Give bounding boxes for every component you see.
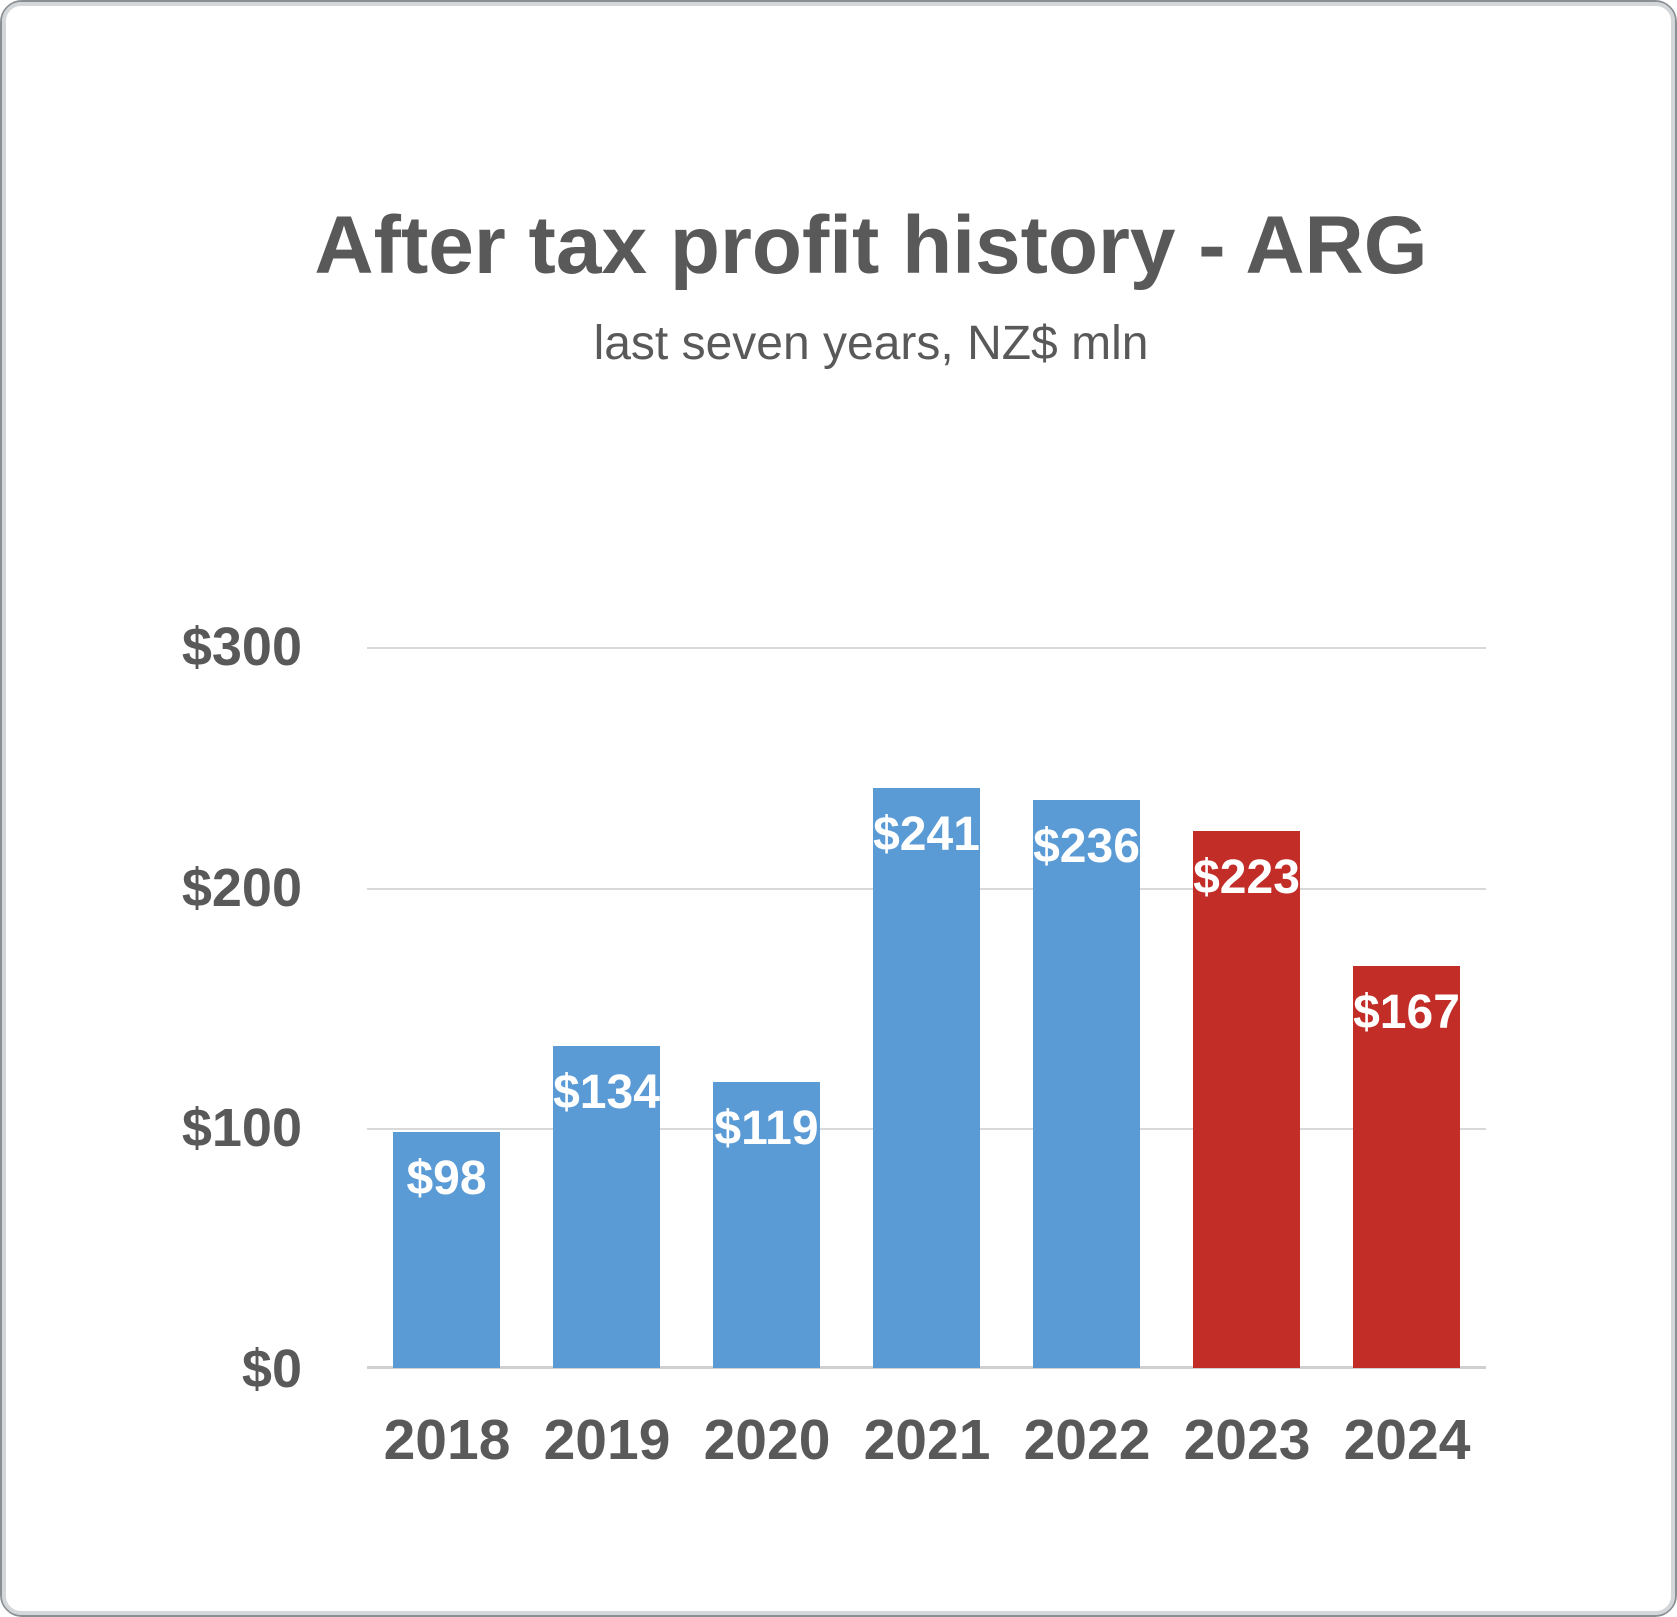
bar-2021: $241 — [873, 788, 980, 1368]
bar-value-label-2019: $134 — [553, 1066, 660, 1119]
x-tick-label-2024: 2024 — [1343, 1408, 1471, 1472]
bar-2023: $223 — [1193, 831, 1300, 1368]
y-tick-label-100: $100 — [181, 1098, 302, 1158]
x-tick-label-2018: 2018 — [383, 1408, 511, 1472]
bar-2022: $236 — [1033, 800, 1140, 1368]
plot-area: $98 $134 $119 $241 $236 $223 $167 — [367, 647, 1486, 1369]
bar-2019: $134 — [553, 1046, 660, 1368]
bar-value-label-2022: $236 — [1033, 820, 1140, 873]
bar-value-label-2024: $167 — [1353, 986, 1460, 1039]
gridline-300 — [367, 647, 1486, 649]
y-tick-label-200: $200 — [181, 858, 302, 918]
bar-2020: $119 — [713, 1082, 820, 1368]
bar-2024: $167 — [1353, 966, 1460, 1368]
chart-title: After tax profit history - ARG — [314, 200, 1428, 291]
x-tick-label-2022: 2022 — [1023, 1408, 1151, 1472]
x-tick-label-2023: 2023 — [1183, 1408, 1311, 1472]
chart-subtitle: last seven years, NZ$ mln — [593, 317, 1149, 370]
y-tick-label-300: $300 — [181, 617, 302, 677]
x-tick-label-2019: 2019 — [543, 1408, 671, 1472]
bar-value-label-2018: $98 — [406, 1152, 487, 1205]
x-tick-label-2021: 2021 — [863, 1408, 991, 1472]
bar-value-label-2020: $119 — [714, 1102, 819, 1155]
bar-value-label-2021: $241 — [873, 808, 980, 861]
bar-2018: $98 — [393, 1132, 500, 1368]
x-tick-label-2020: 2020 — [703, 1408, 831, 1472]
y-tick-label-0: $0 — [241, 1339, 302, 1399]
bar-value-label-2023: $223 — [1193, 851, 1300, 904]
